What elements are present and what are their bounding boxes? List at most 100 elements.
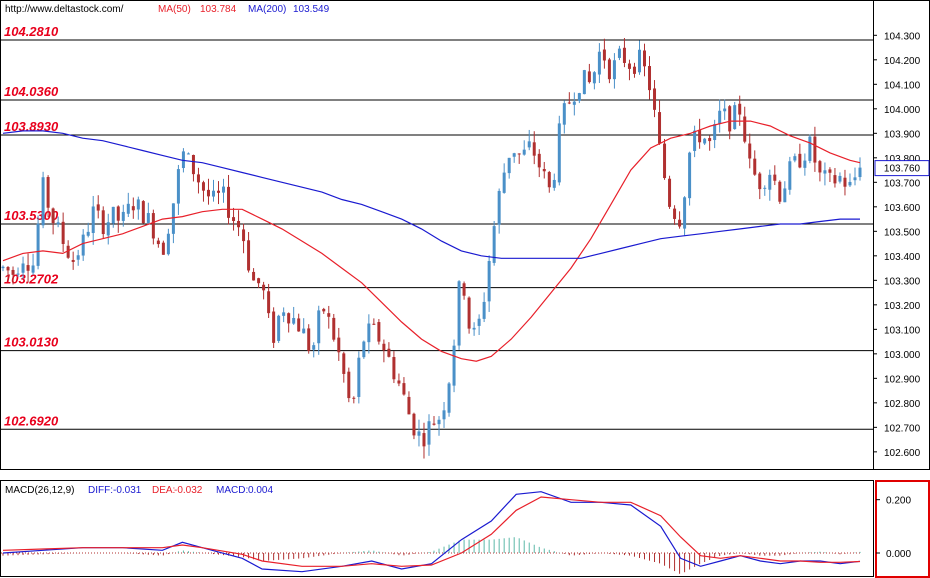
candle-body-108: [542, 168, 546, 172]
macd-diff-label: DIFF:: [88, 485, 113, 496]
macd-dea-value: -0.032: [174, 485, 203, 496]
price-tick-label-9: 103.400: [884, 252, 921, 263]
candle-body-13: [66, 245, 70, 258]
candle-body-1: [6, 267, 10, 271]
candle-body-147: [738, 103, 742, 115]
candle-body-137: [688, 152, 692, 199]
candle-body-167: [838, 175, 842, 182]
candle-body-150: [753, 158, 757, 175]
level-label-2: 103.8930: [4, 119, 59, 134]
candle-body-73: [367, 323, 371, 343]
candle-body-48: [242, 229, 246, 242]
candle-body-44: [222, 186, 226, 193]
candle-body-23: [116, 206, 120, 221]
price-tick-label-3: 104.000: [884, 105, 921, 116]
candle-body-160: [803, 160, 807, 168]
candle-body-11: [56, 222, 60, 225]
macd-hist-value: 0.004: [248, 485, 273, 496]
candle-body-118: [592, 72, 596, 84]
candle-body-98: [492, 226, 496, 263]
header-url[interactable]: http://www.deltastock.com/: [5, 4, 124, 15]
candle-body-149: [748, 143, 752, 159]
candle-body-27: [136, 199, 140, 210]
candle-body-116: [582, 70, 586, 95]
level-label-1: 104.0360: [4, 84, 59, 99]
candle-body-113: [567, 102, 571, 104]
candle-body-70: [352, 397, 356, 399]
candle-body-156: [783, 188, 787, 203]
candle-body-112: [562, 103, 566, 125]
candle-body-16: [81, 234, 85, 256]
candle-body-7: [36, 223, 40, 266]
candle-body-164: [823, 170, 827, 174]
candle-body-37: [186, 153, 190, 155]
level-label-0: 104.2810: [4, 24, 59, 39]
candle-body-115: [577, 93, 581, 101]
candle-body-57: [287, 313, 291, 324]
candle-body-18: [91, 206, 95, 233]
candle-body-28: [141, 201, 145, 224]
candle-body-52: [262, 284, 266, 291]
candle-body-15: [76, 255, 80, 260]
candle-body-33: [166, 233, 170, 255]
candle-body-45: [227, 186, 231, 218]
candle-body-126: [632, 66, 636, 74]
price-axis-ticks: 104.300 104.200 104.100 104.000 103.900 103.8…: [873, 31, 921, 459]
candle-body-20: [101, 210, 105, 235]
candle-body-56: [282, 312, 286, 316]
candle-body-87: [437, 419, 441, 425]
candle-body-159: [798, 153, 802, 168]
candle-body-42: [211, 190, 215, 197]
candle-body-128: [642, 50, 646, 67]
candle-body-31: [156, 240, 160, 245]
macd-panel: 0.200 0.000: [1, 491, 911, 574]
candle-body-60: [302, 328, 306, 334]
candle-body-63: [317, 310, 321, 344]
candle-body-8: [41, 177, 45, 226]
candle-body-30: [151, 213, 155, 239]
price-plot-frame: [0, 0, 874, 470]
last-price-label: 103.760: [884, 164, 921, 175]
price-axis-frame: [873, 0, 930, 470]
candle-body-25: [126, 203, 130, 214]
candle-body-104: [522, 149, 526, 155]
candle-body-157: [788, 161, 792, 190]
candle-body-110: [552, 179, 556, 188]
candle-body-39: [196, 174, 200, 183]
candle-body-83: [417, 431, 421, 436]
candle-body-51: [257, 278, 261, 284]
candlesticks: [1, 38, 862, 459]
candle-body-50: [252, 271, 256, 281]
candle-body-59: [297, 318, 301, 332]
candle-body-123: [617, 48, 621, 58]
macd-name: MACD(26,12,9): [5, 485, 74, 496]
ma-line-ma200: [2, 130, 860, 259]
candle-body-152: [763, 187, 767, 189]
ma200-label: MA(200): [248, 4, 286, 15]
macd-line-dea: [2, 496, 861, 567]
candle-body-169: [848, 181, 852, 186]
price-tick-label-10: 103.300: [884, 276, 921, 287]
price-tick-label-14: 102.900: [884, 374, 921, 385]
candle-body-12: [61, 221, 65, 244]
candle-body-106: [532, 142, 536, 156]
candle-body-3: [16, 273, 20, 275]
candle-body-93: [467, 297, 471, 329]
candle-body-105: [527, 141, 531, 148]
macd-axis-frame: [875, 480, 930, 578]
candle-body-107: [537, 153, 541, 168]
candle-body-142: [713, 124, 717, 141]
candle-body-32: [161, 242, 165, 255]
candle-body-151: [758, 173, 762, 190]
price-tick-label-12: 103.100: [884, 325, 921, 336]
candle-body-68: [342, 353, 346, 374]
candle-body-138: [693, 130, 697, 151]
price-tick-label-17: 102.600: [884, 448, 921, 459]
macd-dea-label: DEA:: [152, 485, 175, 496]
macd-hist-label: MACD:: [216, 485, 248, 496]
price-tick-label-5: 103.800: [884, 154, 921, 165]
candle-body-165: [828, 169, 832, 173]
candle-body-58: [292, 317, 296, 324]
candle-body-84: [422, 433, 426, 447]
candle-body-24: [121, 211, 125, 221]
